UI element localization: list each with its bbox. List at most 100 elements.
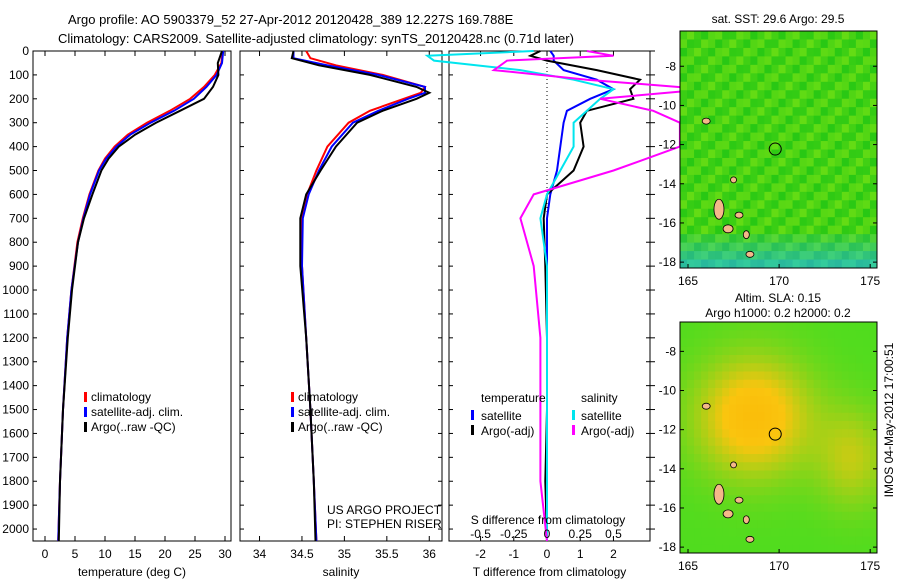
map-cell: [750, 166, 758, 176]
map-cell: [834, 73, 843, 83]
map-cell: [771, 454, 779, 463]
map-cell: [743, 528, 751, 537]
map-cell: [757, 251, 765, 261]
map-cell: [680, 412, 688, 422]
map-cell: [806, 141, 815, 150]
map-cell: [680, 544, 688, 554]
map-cell: [799, 124, 808, 134]
map-cell: [869, 157, 878, 167]
map-cell: [687, 330, 695, 339]
map-cell: [757, 338, 765, 348]
map-cell: [827, 242, 836, 252]
y-tick-label: 900: [9, 259, 29, 273]
y-tick-label: 2000: [2, 522, 29, 536]
map-cell: [743, 200, 751, 210]
map-cell: [862, 132, 871, 142]
map-cell: [792, 322, 801, 331]
map-cell: [764, 429, 772, 438]
map-cell: [792, 363, 801, 372]
map-cell: [743, 470, 751, 480]
map-cell: [750, 363, 758, 372]
map-cell: [694, 174, 702, 184]
map-cell: [848, 157, 857, 167]
map-cell: [708, 141, 716, 150]
legend-swatch: [84, 407, 87, 417]
map-cell: [785, 487, 794, 496]
float-position-marker[interactable]: [768, 427, 782, 441]
map-cell: [862, 511, 871, 521]
lat-tick-label: -18: [659, 255, 677, 269]
map-cell: [771, 503, 779, 513]
map-cell: [827, 379, 836, 389]
map-cell: [764, 371, 772, 381]
map-cell: [848, 437, 857, 447]
lon-tick-label: 165: [678, 274, 698, 288]
map-cell: [862, 520, 871, 529]
map-cell: [701, 132, 709, 142]
map-cell: [834, 191, 843, 201]
map-cell: [708, 355, 716, 364]
map-cell: [687, 191, 695, 201]
map-cell: [750, 191, 758, 201]
map-cell: [701, 429, 709, 438]
map-cell: [799, 404, 808, 414]
map-cell: [722, 39, 730, 49]
map-cell: [792, 536, 801, 546]
x-axis-label: temperature (deg C): [78, 565, 186, 579]
map-cell: [701, 371, 709, 381]
map-cell: [680, 183, 688, 193]
map-cell: [694, 404, 702, 414]
map-cell: [848, 462, 857, 471]
map-cell: [736, 487, 744, 496]
map-cell: [715, 338, 723, 348]
float-position-marker[interactable]: [768, 142, 782, 156]
map-cell: [715, 363, 723, 372]
map-cell: [862, 191, 871, 201]
map-cell: [687, 208, 695, 218]
map-cell: [743, 520, 751, 529]
y-tick-label: 1300: [2, 355, 29, 369]
map-cell: [736, 412, 744, 422]
map-cell: [708, 322, 716, 331]
map-cell: [827, 445, 836, 455]
map-cell: [813, 396, 822, 405]
map-cell: [764, 355, 772, 364]
map-cell: [841, 495, 850, 504]
map-cell: [687, 225, 695, 235]
map-cell: [834, 64, 843, 74]
sla-map-title: Altim. SLA: 0.15: [735, 291, 821, 305]
map-cell: [813, 322, 822, 331]
map-cell: [708, 98, 716, 108]
map-cell: [799, 157, 808, 167]
map-cell: [680, 520, 688, 529]
map-cell: [813, 503, 822, 513]
map-cell: [757, 322, 765, 331]
map-cell: [778, 355, 787, 364]
map-cell: [820, 64, 829, 74]
map-cell: [764, 149, 772, 159]
map-cell: [687, 39, 695, 49]
map-cell: [743, 404, 751, 414]
map-cell: [792, 217, 801, 227]
map-cell: [743, 225, 751, 235]
map-cell: [743, 217, 751, 227]
map-cell: [848, 166, 857, 176]
map-cell: [764, 338, 772, 348]
map-cell: [736, 149, 744, 159]
map-cell: [820, 429, 829, 438]
map-cell: [743, 132, 751, 142]
map-cell: [687, 107, 695, 117]
map-cell: [820, 132, 829, 142]
map-cell: [806, 107, 815, 117]
map-cell: [806, 47, 815, 57]
map-cell: [701, 528, 709, 537]
map-cell: [799, 200, 808, 210]
map-cell: [855, 478, 864, 488]
map-cell: [687, 495, 695, 504]
map-cell: [869, 73, 878, 83]
map-cell: [771, 107, 779, 117]
x-tick-label: 34.5: [290, 547, 314, 561]
map-cell: [778, 208, 787, 218]
map-cell: [687, 462, 695, 471]
map-cell: [799, 363, 808, 372]
